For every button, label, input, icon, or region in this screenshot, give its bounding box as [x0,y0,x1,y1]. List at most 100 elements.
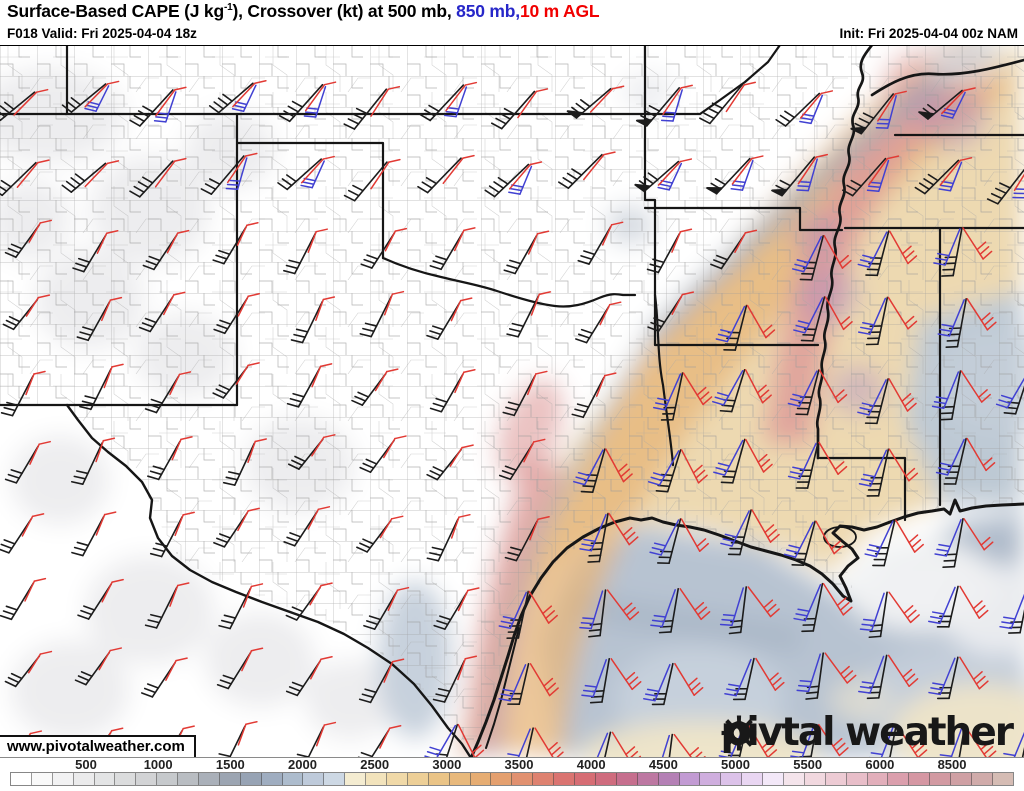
wind-barb-station [285,582,333,621]
wind-barb-station [0,370,46,417]
wind-barb-station [286,363,333,408]
wind-barb-station [931,370,991,421]
wind-barb-station [584,731,641,758]
wind-barb-station [343,158,401,202]
wind-barb-station [419,81,478,122]
wind-barb-station [864,519,924,567]
wind-barb-station [484,161,543,198]
colorbar-cell [491,773,513,785]
colorbar-tick-labels: 500 1000 1500 2000 2500 3000 3500 4000 4500 5000 5… [0,757,1024,772]
wind-barb-station [287,434,336,470]
colorbar-cell [324,773,346,785]
colorbar-cell [763,773,784,785]
wind-barb-station [790,723,849,758]
colorbar-cell [825,773,847,785]
wind-barb-station [417,154,475,194]
wind-barb-station [647,291,695,332]
wind-barb-station [0,513,45,554]
colorbar-cell [178,773,200,785]
colorbar-cell [407,773,429,785]
weather-map: www.pivotalweather.com piv tal weather [0,45,1024,758]
wind-barb-station [653,372,713,421]
colorbar-cell [992,773,1013,785]
colorbar-cell [783,773,805,785]
colorbar-cell [616,773,638,785]
colorbar-cell [387,773,408,785]
wind-barb-station [212,362,260,399]
colorbar-cell [742,773,764,785]
wind-barb-station [498,590,558,639]
state-borders-layer [0,45,1024,758]
watermark-url: www.pivotalweather.com [0,735,196,757]
wind-barb-station [503,230,550,275]
wind-barb-station [213,292,260,335]
colorbar-tick: 4500 [648,757,678,772]
wind-barb-station [793,582,853,633]
wind-barb-station [426,513,471,562]
colorbar-cell [449,773,471,785]
colorbar-cell [804,773,826,785]
wind-barb-station [222,438,267,486]
colorbar-cell [575,773,596,785]
colorbar-tick: 1500 [215,757,245,772]
colorbar-tick: 500 [75,757,97,772]
colorbar-cell [700,773,722,785]
wind-barb-station [76,296,123,342]
weather-map-canvas [0,45,1024,758]
colorbar-tick: 1000 [143,757,173,772]
wind-barb-station [359,435,407,473]
wind-barb-station [360,227,408,269]
colorbar-cell [31,773,53,785]
wind-barb-station [793,296,853,342]
wind-barb-station [129,157,187,198]
colorbar-cell [888,773,910,785]
wind-barb-station [208,80,267,114]
colorbar-cell [512,773,534,785]
cape-colorbar: 500 1000 1500 2000 2500 3000 3500 4000 4500 5000 5… [0,757,1024,791]
colorbar-cell [303,773,325,785]
wind-barb-station [429,368,476,413]
colorbar-cell [470,773,492,785]
wind-barb-station [577,221,624,265]
init-time-label: Init: Fri 2025-04-04 00z NAM [839,26,1018,41]
wind-barb-station [575,301,622,344]
wind-barb-station [4,650,53,688]
wind-barb-station [720,509,780,556]
wind-barb-station [144,371,192,414]
colorbar-cell [73,773,95,785]
wind-barb-station [579,512,639,563]
colorbar-swatches [10,772,1014,786]
colorbar-cell [11,773,32,785]
wind-barb-station [2,294,51,331]
wind-barb-station [79,363,124,411]
colorbar-tick: 5000 [721,757,750,772]
page-title: Surface-Based CAPE (J kg-1), Crossover (… [7,1,600,22]
wind-barb-station [999,593,1024,634]
colorbar-cell [157,773,179,785]
colorbar-cell [52,773,74,785]
wind-barb-station [61,160,120,193]
wind-barb-station [724,657,785,701]
colorbar-cell [115,773,137,785]
wind-barb-station [850,90,907,135]
wind-barb-station [787,369,848,416]
wind-barb-station [70,437,116,486]
colorbar-cell [846,773,868,785]
gear-icon [722,715,757,751]
colorbar-cell [679,773,701,785]
wind-barb-station [71,511,117,557]
rio-grande-river [65,403,473,758]
wind-barb-station [646,228,693,274]
wind-barb-station [506,291,552,338]
wind-barb-station [4,219,53,258]
colorbar-cell [428,773,450,785]
wind-barbs-layer [0,80,1024,758]
pivotal-weather-logo: piv tal weather [720,710,1014,755]
wind-barb-station [277,155,335,191]
wind-barb-station [719,586,780,635]
wind-barb-station [363,586,410,630]
colorbar-tick: 8500 [937,757,967,772]
wind-barb-station [558,151,616,189]
wind-barb-station [147,436,193,481]
colorbar-cell [658,773,680,785]
